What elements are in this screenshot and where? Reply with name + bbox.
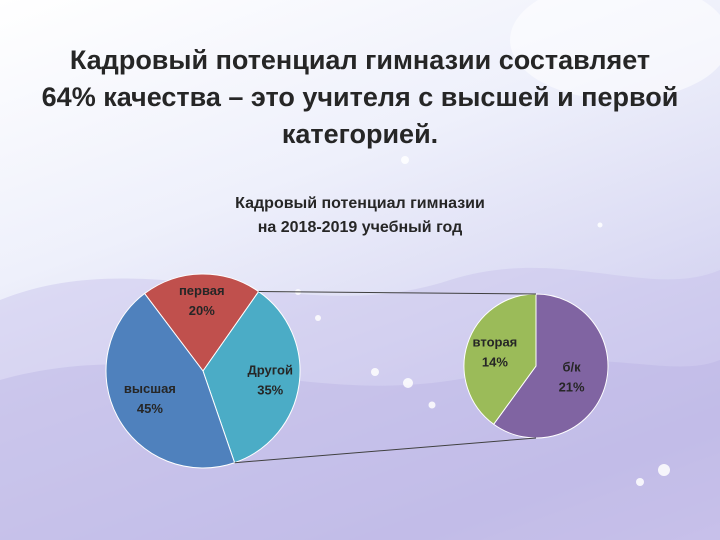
main-pie-label-2: высшая 45% bbox=[124, 381, 176, 416]
main-pie-label-0-label: первая bbox=[179, 283, 225, 298]
connector-line-top bbox=[258, 291, 537, 295]
chart-title: Кадровый потенциал гимназии на 2018-2019… bbox=[180, 192, 540, 240]
main-pie-slice-0 bbox=[143, 273, 260, 372]
secondary-pie-label-0-label: б/к bbox=[563, 360, 582, 375]
main-pie-label-0: первая 20% bbox=[179, 283, 225, 318]
secondary-pie-slice-1 bbox=[463, 293, 537, 425]
secondary-pie-label-0: б/к 21% bbox=[559, 360, 585, 395]
main-pie-label-0-display: 20% bbox=[189, 303, 215, 318]
main-pie-label-1: Другой 35% bbox=[248, 362, 293, 397]
main-pie-label-2-display: 45% bbox=[137, 401, 163, 416]
connector-line-bottom bbox=[234, 437, 537, 464]
main-pie-label-2-label: высшая bbox=[124, 381, 176, 396]
secondary-pie-label-1: вторая 14% bbox=[473, 335, 518, 370]
chart-title-line-2: на 2018-2019 учебный год bbox=[257, 219, 463, 236]
main-pie-slice-2 bbox=[105, 292, 236, 469]
main-pie-slice-1 bbox=[202, 290, 301, 464]
main-pie-label-1-display: 35% bbox=[257, 382, 283, 397]
main-pie-label-1-label: Другой bbox=[248, 362, 293, 377]
secondary-pie-slice-0 bbox=[492, 293, 609, 439]
secondary-pie-label-1-label: вторая bbox=[473, 335, 518, 350]
secondary-pie-label-0-display: 21% bbox=[559, 380, 585, 395]
chart-title-line-1: Кадровый потенциал гимназии bbox=[235, 195, 485, 212]
secondary-pie-label-1-display: 14% bbox=[482, 355, 508, 370]
slide-title: Кадровый потенциал гимназии составляет 6… bbox=[41, 45, 679, 149]
